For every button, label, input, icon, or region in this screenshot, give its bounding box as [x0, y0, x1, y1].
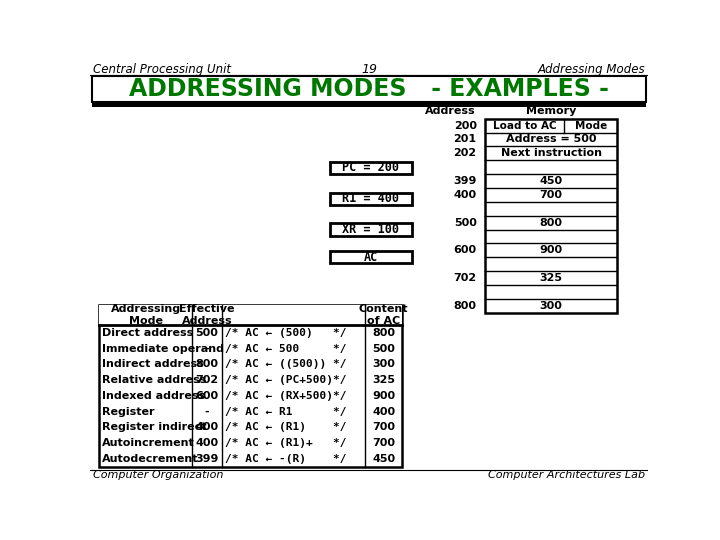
Text: 202: 202: [454, 148, 477, 158]
Text: 400: 400: [195, 438, 219, 448]
Text: R1 = 400: R1 = 400: [343, 192, 400, 205]
Text: /* AC ← R1      */: /* AC ← R1 */: [225, 407, 346, 417]
Text: 400: 400: [195, 422, 219, 433]
Text: Register indirect: Register indirect: [102, 422, 207, 433]
Text: 900: 900: [539, 245, 563, 255]
Text: /* AC ← (R1)+   */: /* AC ← (R1)+ */: [225, 438, 346, 448]
Text: Addressing Modes: Addressing Modes: [537, 63, 645, 76]
Bar: [330, 193, 412, 205]
Text: /* AC ← -(R)    */: /* AC ← -(R) */: [225, 454, 346, 464]
Text: 500: 500: [196, 328, 218, 338]
Text: 700: 700: [372, 438, 395, 448]
Text: /* AC ← (RX+500)*/: /* AC ← (RX+500)*/: [225, 391, 346, 401]
Text: ADDRESSING MODES   - EXAMPLES -: ADDRESSING MODES - EXAMPLES -: [129, 77, 609, 100]
Text: Memory: Memory: [526, 106, 576, 116]
Text: 19: 19: [361, 63, 377, 76]
Text: 900: 900: [372, 391, 395, 401]
Text: 399: 399: [195, 454, 219, 464]
Text: -: -: [204, 407, 210, 417]
Text: 201: 201: [454, 134, 477, 145]
Text: /* AC ← (500)   */: /* AC ← (500) */: [225, 328, 346, 338]
Bar: [330, 251, 412, 264]
Text: 600: 600: [454, 245, 477, 255]
Text: Computer Organization: Computer Organization: [93, 470, 223, 480]
Text: Autodecrement: Autodecrement: [102, 454, 199, 464]
Text: /* AC ← (PC+500)*/: /* AC ← (PC+500)*/: [225, 375, 346, 385]
Text: 600: 600: [195, 391, 219, 401]
Text: Central Processing Unit: Central Processing Unit: [93, 63, 231, 76]
Bar: [485, 119, 617, 313]
Text: Addressing
Mode: Addressing Mode: [111, 304, 181, 326]
Text: Indirect address: Indirect address: [102, 360, 204, 369]
Text: 500: 500: [372, 343, 395, 354]
Text: /* AC ← (R1)    */: /* AC ← (R1) */: [225, 422, 346, 433]
Text: /* AC ← ((500)) */: /* AC ← ((500)) */: [225, 360, 346, 369]
Text: -: -: [204, 343, 210, 354]
Bar: [91, 102, 647, 107]
Bar: [91, 76, 647, 102]
Bar: [330, 162, 412, 174]
Text: 200: 200: [454, 120, 477, 131]
Text: PC = 200: PC = 200: [343, 161, 400, 174]
Text: Address: Address: [426, 106, 476, 116]
Text: 700: 700: [539, 190, 562, 200]
Text: 800: 800: [196, 360, 219, 369]
Text: Next instruction: Next instruction: [500, 148, 602, 158]
Text: Effective
Address: Effective Address: [179, 304, 235, 326]
Text: 300: 300: [372, 360, 395, 369]
Text: Indexed address: Indexed address: [102, 391, 205, 401]
Text: Immediate operand: Immediate operand: [102, 343, 225, 354]
Bar: [330, 224, 412, 236]
Text: 300: 300: [540, 301, 562, 311]
Text: 325: 325: [539, 273, 562, 283]
Text: Mode: Mode: [575, 120, 607, 131]
Text: 450: 450: [372, 454, 395, 464]
Text: Computer Architectures Lab: Computer Architectures Lab: [487, 470, 645, 480]
Text: 325: 325: [372, 375, 395, 385]
Text: Address = 500: Address = 500: [506, 134, 596, 145]
Text: Relative address: Relative address: [102, 375, 207, 385]
Text: 800: 800: [372, 328, 395, 338]
Text: 800: 800: [454, 301, 477, 311]
Text: 400: 400: [372, 407, 395, 417]
Text: 702: 702: [195, 375, 219, 385]
Text: Content
of AC: Content of AC: [359, 304, 408, 326]
Text: /* AC ← 500     */: /* AC ← 500 */: [225, 343, 346, 354]
Text: Direct address: Direct address: [102, 328, 194, 338]
Text: 700: 700: [372, 422, 395, 433]
Text: Autoincrement: Autoincrement: [102, 438, 195, 448]
Text: 702: 702: [454, 273, 477, 283]
Text: Register: Register: [102, 407, 155, 417]
Text: XR = 100: XR = 100: [343, 223, 400, 236]
Text: 800: 800: [539, 218, 562, 228]
Text: Load to AC: Load to AC: [493, 120, 557, 131]
Text: 450: 450: [539, 176, 563, 186]
Text: 400: 400: [454, 190, 477, 200]
Bar: [99, 305, 402, 467]
Text: AC: AC: [364, 251, 378, 264]
Bar: [99, 305, 402, 325]
Text: 500: 500: [454, 218, 477, 228]
Text: 399: 399: [454, 176, 477, 186]
